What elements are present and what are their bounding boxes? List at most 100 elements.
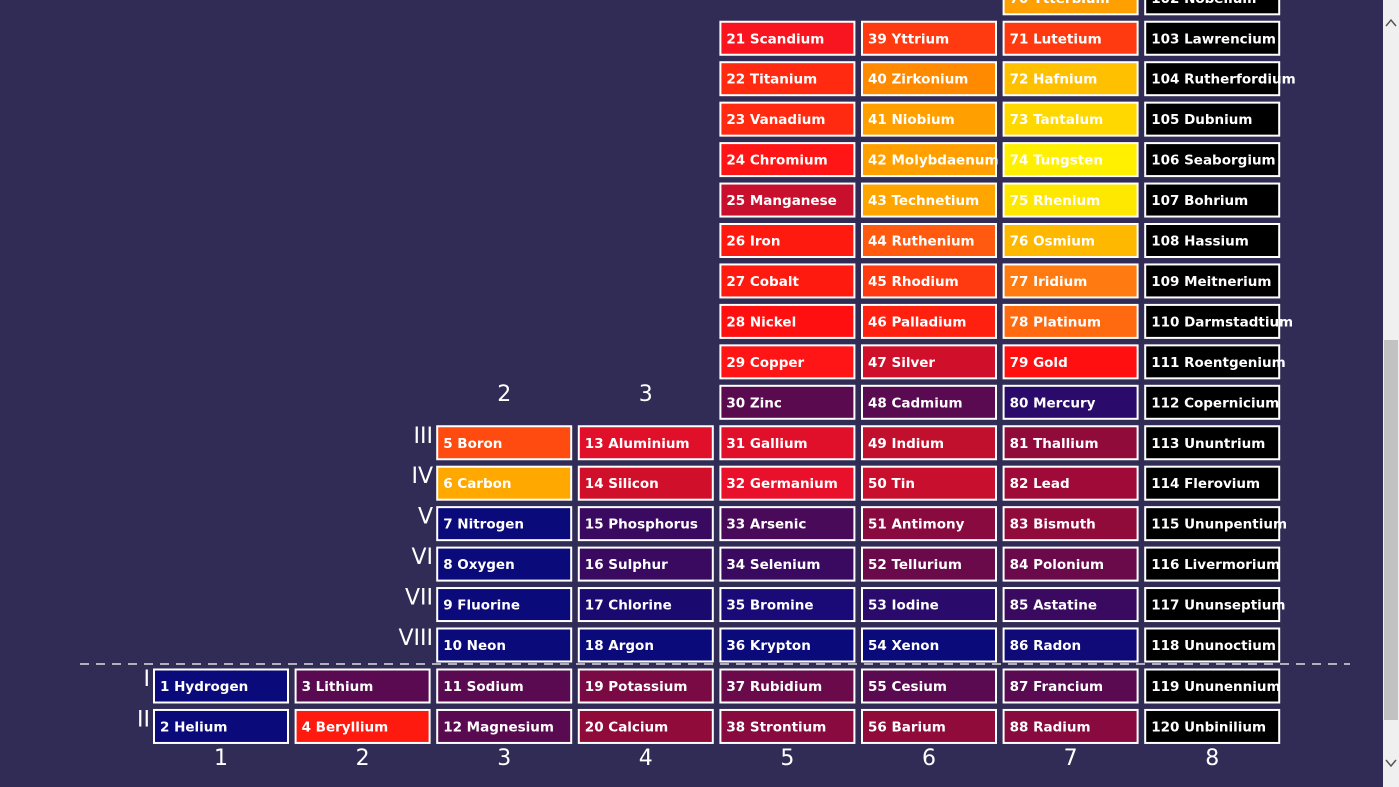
- element-cell[interactable]: [861, 182, 997, 218]
- element-cell[interactable]: [861, 627, 997, 663]
- element-cell[interactable]: [861, 61, 997, 97]
- element-cell[interactable]: [1002, 61, 1139, 97]
- element-cell[interactable]: [1144, 344, 1281, 380]
- element-cell[interactable]: [436, 627, 573, 663]
- element-cell[interactable]: [719, 708, 856, 744]
- element-cell[interactable]: [1144, 506, 1281, 542]
- element-cell[interactable]: [1144, 142, 1281, 178]
- element-cell[interactable]: [294, 668, 431, 704]
- element-cell[interactable]: [436, 587, 573, 623]
- element-cell[interactable]: [1144, 546, 1281, 582]
- element-cell[interactable]: [719, 506, 856, 542]
- element-cell[interactable]: [1002, 344, 1139, 380]
- element-cell[interactable]: [1002, 668, 1139, 704]
- element-cell[interactable]: [1002, 303, 1139, 339]
- element-cell[interactable]: [861, 142, 997, 178]
- element-cell[interactable]: [1144, 668, 1281, 704]
- scroll-down[interactable]: [1385, 759, 1397, 768]
- column-number: 4: [639, 746, 653, 771]
- element-cell[interactable]: [861, 223, 997, 258]
- element-cell[interactable]: [719, 223, 856, 258]
- element-cell[interactable]: [577, 465, 714, 501]
- element-cell[interactable]: [1144, 627, 1281, 663]
- element-cell[interactable]: [436, 465, 573, 501]
- element-cell[interactable]: [1144, 0, 1281, 16]
- element-cell[interactable]: [1002, 587, 1139, 623]
- element-cell[interactable]: [1144, 182, 1281, 218]
- element-cell[interactable]: [1002, 20, 1139, 56]
- element-cell[interactable]: [719, 303, 856, 339]
- element-cell[interactable]: [577, 587, 714, 623]
- element-cell[interactable]: [1002, 223, 1139, 258]
- element-label: 103 Lawrencium: [1151, 31, 1276, 47]
- element-cell[interactable]: [577, 546, 714, 582]
- element-cell[interactable]: [577, 506, 714, 542]
- element-cell[interactable]: [861, 425, 997, 461]
- element-cell[interactable]: [1144, 303, 1281, 339]
- element-cell[interactable]: [719, 263, 856, 299]
- element-cell[interactable]: [436, 668, 573, 704]
- element-cell[interactable]: [861, 546, 997, 582]
- element-cell[interactable]: [1002, 708, 1139, 744]
- element-cell[interactable]: [436, 708, 573, 744]
- element-cell[interactable]: [719, 142, 856, 178]
- element-label: 19 Potassium: [585, 679, 688, 695]
- element-cell[interactable]: [1002, 627, 1139, 663]
- element-cell[interactable]: [1002, 182, 1139, 218]
- element-cell[interactable]: [577, 708, 714, 744]
- element-cell[interactable]: [861, 20, 997, 56]
- element-cell[interactable]: [1002, 465, 1139, 501]
- element-cell[interactable]: [861, 101, 997, 137]
- element-cell[interactable]: [1144, 20, 1281, 56]
- scrollbar-thumb[interactable]: [1384, 340, 1398, 720]
- element-cell[interactable]: [1144, 263, 1281, 299]
- element-cell[interactable]: [1002, 506, 1139, 542]
- element-cell[interactable]: [719, 587, 856, 623]
- element-cell[interactable]: [1144, 587, 1281, 623]
- element-cell[interactable]: [436, 506, 573, 542]
- element-cell[interactable]: [1002, 263, 1139, 299]
- element-cell[interactable]: [719, 182, 856, 218]
- element-cell[interactable]: [861, 668, 997, 704]
- element-cell[interactable]: [861, 587, 997, 623]
- element-cell[interactable]: [719, 384, 856, 420]
- element-cell[interactable]: [719, 344, 856, 380]
- element-cell[interactable]: [861, 263, 997, 299]
- element-cell[interactable]: [294, 708, 431, 744]
- element-cell[interactable]: [1144, 223, 1281, 258]
- scroll-up[interactable]: [1385, 18, 1397, 27]
- element-cell[interactable]: [153, 668, 289, 704]
- element-cell[interactable]: [1002, 546, 1139, 582]
- element-cell[interactable]: [577, 627, 714, 663]
- element-cell[interactable]: [861, 708, 997, 744]
- element-cell[interactable]: [1144, 425, 1281, 461]
- element-cell[interactable]: [1002, 142, 1139, 178]
- element-cell[interactable]: [1002, 384, 1139, 420]
- element-cell[interactable]: [719, 101, 856, 137]
- element-cell[interactable]: [1144, 708, 1281, 744]
- element-cell[interactable]: [719, 61, 856, 97]
- element-cell[interactable]: [861, 465, 997, 501]
- element-cell[interactable]: [1144, 61, 1281, 97]
- element-cell[interactable]: [861, 506, 997, 542]
- element-cell[interactable]: [861, 303, 997, 339]
- element-cell[interactable]: [861, 384, 997, 420]
- element-cell[interactable]: [1144, 465, 1281, 501]
- element-cell[interactable]: [153, 708, 289, 744]
- element-cell[interactable]: [1002, 0, 1139, 16]
- element-cell[interactable]: [719, 546, 856, 582]
- element-cell[interactable]: [719, 465, 856, 501]
- element-cell[interactable]: [861, 344, 997, 380]
- element-cell[interactable]: [436, 425, 573, 461]
- element-cell[interactable]: [719, 668, 856, 704]
- element-cell[interactable]: [1002, 425, 1139, 461]
- element-cell[interactable]: [577, 668, 714, 704]
- element-cell[interactable]: [577, 425, 714, 461]
- element-cell[interactable]: [1002, 101, 1139, 137]
- element-cell[interactable]: [1144, 384, 1281, 420]
- element-cell[interactable]: [719, 425, 856, 461]
- element-cell[interactable]: [719, 20, 856, 56]
- element-cell[interactable]: [1144, 101, 1281, 137]
- element-cell[interactable]: [719, 627, 856, 663]
- element-cell[interactable]: [436, 546, 573, 582]
